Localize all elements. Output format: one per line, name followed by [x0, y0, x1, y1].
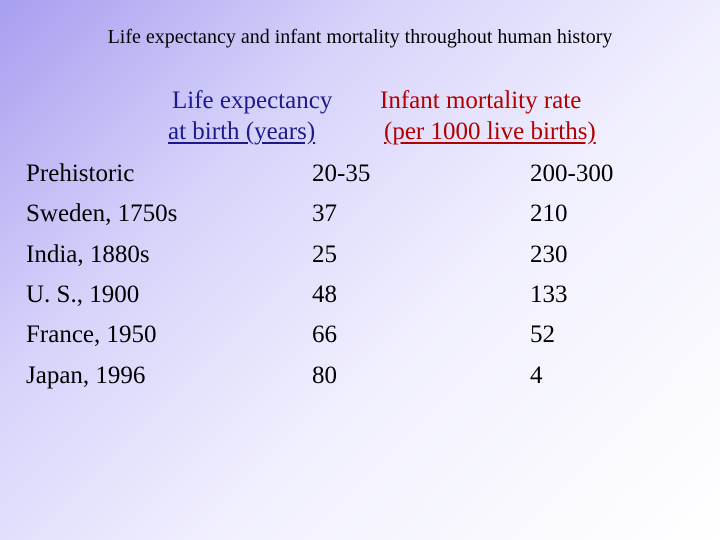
infant-mortality-value: 133	[530, 281, 568, 308]
infant-mortality-header-line1: Infant mortality rate	[380, 87, 582, 114]
life-expectancy-value: 66	[312, 321, 337, 348]
life-expectancy-header-line1: Life expectancy	[172, 87, 333, 114]
row-label: Sweden, 1750s	[26, 200, 178, 227]
life-expectancy-value: 25	[312, 241, 337, 268]
life-expectancy-value: 20-35	[312, 160, 371, 187]
infant-mortality-value: 4	[530, 362, 543, 389]
life-expectancy-value: 80	[312, 362, 337, 389]
life-expectancy-header-line2: at birth (years)	[168, 118, 316, 145]
infant-mortality-value: 200-300	[530, 160, 614, 187]
row-label: India, 1880s	[26, 241, 150, 268]
life-expectancy-value: 48	[312, 281, 337, 308]
slide-title: Life expectancy and infant mortality thr…	[107, 26, 613, 48]
row-label: Prehistoric	[26, 160, 135, 187]
life-expectancy-value: 37	[312, 200, 337, 227]
infant-mortality-header-line2: (per 1000 live births)	[384, 118, 596, 145]
infant-mortality-value: 52	[530, 321, 555, 348]
infant-mortality-value: 210	[530, 200, 568, 227]
infant-mortality-value: 230	[530, 241, 568, 268]
row-label: U. S., 1900	[26, 281, 140, 308]
row-label: France, 1950	[26, 321, 157, 348]
row-label: Japan, 1996	[26, 362, 146, 389]
